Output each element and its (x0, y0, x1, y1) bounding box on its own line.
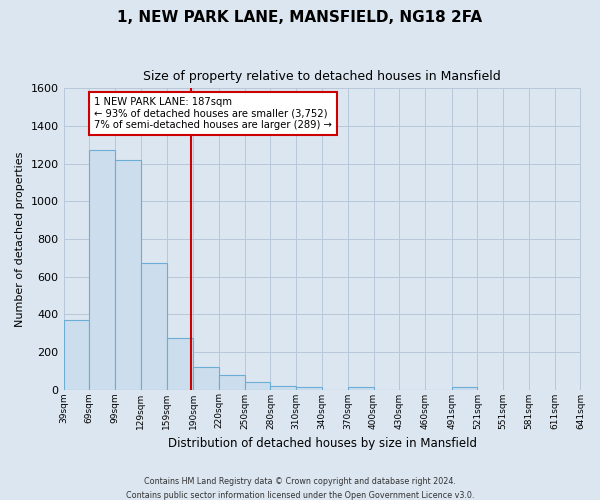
Bar (452, 386, 478, 390)
Y-axis label: Number of detached properties: Number of detached properties (15, 151, 25, 326)
Bar (296, 386, 322, 390)
Bar (219, 375, 245, 390)
Text: 1 NEW PARK LANE: 187sqm
← 93% of detached houses are smaller (3,752)
7% of semi-: 1 NEW PARK LANE: 187sqm ← 93% of detache… (94, 97, 332, 130)
X-axis label: Distribution of detached houses by size in Mansfield: Distribution of detached houses by size … (167, 437, 476, 450)
Bar (193, 367, 219, 390)
Bar (167, 338, 193, 390)
Bar (115, 160, 141, 390)
Bar (89, 150, 115, 390)
Bar (348, 386, 374, 390)
Bar (141, 264, 167, 390)
Bar (64, 320, 89, 390)
Title: Size of property relative to detached houses in Mansfield: Size of property relative to detached ho… (143, 70, 501, 83)
Bar (271, 386, 296, 390)
Text: Contains HM Land Registry data © Crown copyright and database right 2024.
Contai: Contains HM Land Registry data © Crown c… (126, 478, 474, 500)
Bar (245, 382, 271, 390)
Text: 1, NEW PARK LANE, MANSFIELD, NG18 2FA: 1, NEW PARK LANE, MANSFIELD, NG18 2FA (118, 10, 482, 25)
